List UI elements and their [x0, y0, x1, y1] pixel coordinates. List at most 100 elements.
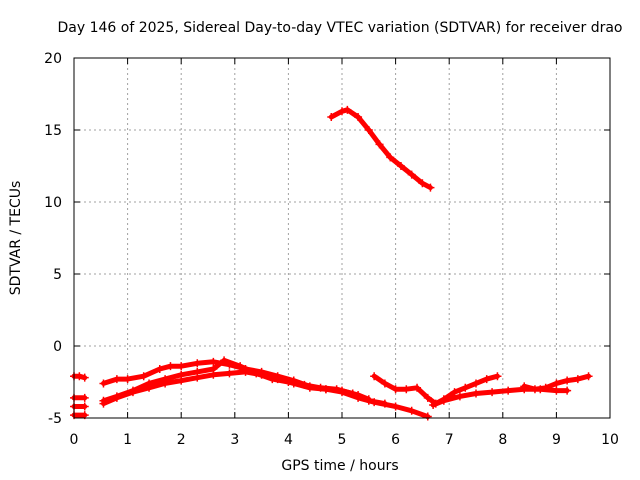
data-point — [343, 105, 352, 114]
data-point — [520, 382, 529, 391]
data-point — [370, 372, 379, 381]
axis-ticks: 0 1 2 3 4 5 6 7 8 9 10 -5 0 5 10 15 20 — [44, 51, 619, 448]
data-point — [407, 170, 416, 179]
x-tick-label: 8 — [498, 432, 507, 448]
data-point — [488, 388, 497, 397]
x-tick-label: 4 — [284, 432, 293, 448]
data-point — [139, 372, 148, 381]
data-point — [161, 375, 170, 384]
data-point — [396, 162, 405, 170]
data-point — [380, 399, 389, 408]
data-point — [300, 380, 309, 389]
data-point — [209, 365, 218, 374]
data-point — [364, 396, 373, 405]
data-point — [573, 375, 582, 384]
data-point — [423, 412, 432, 421]
data-point — [193, 367, 202, 376]
data-point — [413, 383, 422, 392]
data-point — [472, 389, 480, 398]
data-point — [252, 369, 261, 378]
data-point — [268, 375, 277, 384]
data-point — [155, 365, 164, 374]
series-arc-g — [520, 372, 593, 394]
data-point — [75, 372, 84, 381]
data-point — [429, 401, 438, 410]
data-point — [426, 183, 435, 192]
x-tick-label: 5 — [338, 432, 347, 448]
series-high-arc — [327, 105, 435, 192]
data-point — [220, 356, 229, 365]
data-point — [552, 379, 561, 388]
series-line — [430, 386, 570, 408]
x-tick-label: 10 — [601, 432, 619, 448]
data-point — [504, 386, 513, 395]
y-tick-label: 0 — [53, 339, 62, 355]
y-tick-label: -5 — [48, 411, 62, 427]
data-point — [338, 107, 346, 116]
data-point — [99, 396, 108, 405]
data-point — [493, 372, 502, 381]
data-point — [407, 406, 416, 415]
y-tick-label: 20 — [44, 51, 62, 67]
x-tick-label: 6 — [391, 432, 400, 448]
data-point — [391, 385, 400, 394]
data-point — [236, 362, 245, 371]
data-point — [123, 375, 132, 384]
data-point — [166, 362, 175, 371]
data-point — [439, 396, 448, 405]
data-point — [472, 379, 480, 388]
data-point — [209, 357, 218, 366]
data-point — [423, 393, 432, 402]
data-point — [128, 386, 137, 395]
data-point — [284, 378, 293, 386]
data-point — [482, 375, 491, 384]
y-tick-label: 5 — [53, 267, 62, 283]
data-point — [375, 140, 384, 149]
data-point — [380, 379, 389, 388]
data-point — [530, 385, 539, 394]
data-point — [112, 392, 121, 401]
x-tick-label: 2 — [177, 432, 186, 448]
data-point — [348, 389, 357, 398]
data-point — [327, 113, 336, 122]
data-point — [541, 383, 550, 392]
data-point — [391, 402, 400, 411]
x-tick-label: 1 — [123, 432, 132, 448]
grid-lines — [74, 58, 610, 418]
data-point — [193, 359, 202, 368]
x-tick-label: 7 — [445, 432, 454, 448]
data-point — [316, 383, 325, 392]
y-tick-label: 15 — [44, 123, 62, 139]
chart-title: Day 146 of 2025, Sidereal Day-to-day VTE… — [57, 20, 622, 36]
data-point — [450, 388, 459, 397]
plot-frame — [73, 57, 611, 419]
x-tick-label: 0 — [70, 432, 79, 448]
data-point — [145, 379, 154, 388]
data-point — [584, 372, 593, 381]
y-tick-label: 10 — [44, 195, 62, 211]
x-tick-label: 3 — [230, 432, 239, 448]
x-tick-label: 9 — [552, 432, 561, 448]
data-point — [332, 385, 341, 394]
data-point — [225, 369, 234, 378]
data-point — [402, 385, 411, 394]
data-point — [177, 370, 186, 379]
data-point — [80, 373, 89, 382]
data-point — [563, 386, 572, 395]
data-point — [386, 153, 395, 162]
data-point — [461, 383, 470, 392]
data-point — [455, 392, 464, 401]
data-point — [112, 375, 121, 384]
data-point — [80, 402, 89, 411]
data-point — [354, 113, 363, 122]
data-point — [99, 379, 108, 388]
data-series — [70, 105, 593, 421]
data-point — [177, 362, 186, 371]
data-point — [563, 376, 572, 385]
data-point — [418, 179, 427, 188]
data-point — [552, 386, 561, 395]
data-point — [364, 126, 373, 134]
series-arc-d — [99, 356, 389, 408]
